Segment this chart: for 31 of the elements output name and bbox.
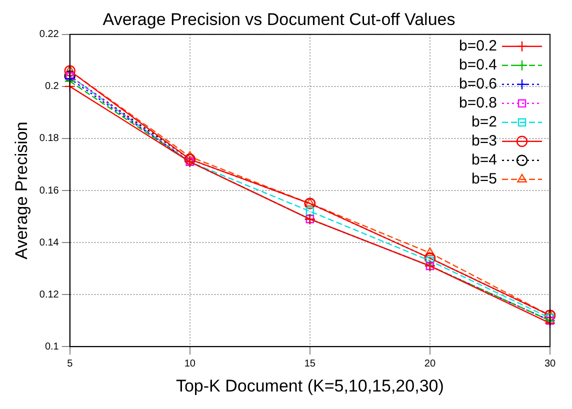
point	[64, 65, 75, 74]
legend-label: b=4	[472, 152, 497, 169]
y-tick-label: 0.12	[39, 289, 60, 300]
y-tick-label: 0.16	[39, 185, 60, 196]
x-tick-label: 10	[184, 358, 196, 370]
point	[426, 256, 434, 265]
y-tick-label: 0.2	[44, 81, 60, 92]
point	[184, 151, 195, 160]
legend-label: b=0.2	[459, 38, 497, 55]
point	[64, 65, 76, 76]
legend-label: b=3	[472, 132, 497, 150]
x-tick-label: 15	[304, 358, 316, 370]
x-axis-title: Top-K Document (K=5,10,15,20,30)	[176, 376, 444, 396]
point	[306, 207, 314, 216]
legend-label: b=2	[472, 114, 497, 131]
y-tick-label: 0.18	[39, 133, 60, 144]
chart-title: Average Precision vs Document Cut-off Values	[102, 10, 456, 29]
y-tick-label: 0.1	[44, 341, 60, 352]
point	[425, 247, 435, 256]
x-tick-label: 30	[544, 358, 556, 370]
legend-label: b=5	[472, 170, 497, 188]
legend-label: b=0.8	[459, 94, 497, 112]
y-tick-label: 0.14	[39, 237, 60, 248]
y-axis-title: Average Precision	[12, 122, 31, 260]
point	[546, 314, 554, 322]
x-tick-label: 20	[424, 358, 436, 370]
legend-label: b=0.6	[459, 76, 497, 93]
y-tick-label: 0.22	[39, 29, 60, 40]
point	[305, 198, 315, 207]
x-tick-label: 5	[67, 358, 74, 370]
legend-label: b=0.4	[459, 56, 497, 74]
